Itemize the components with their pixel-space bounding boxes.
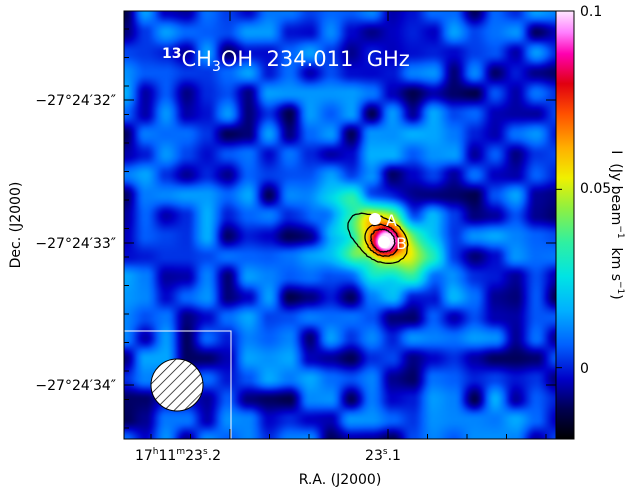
x-tick-label-23-1: 23s.1 xyxy=(365,447,401,464)
beam-ellipse xyxy=(150,358,204,412)
colorbar-tick-label-0: 0 xyxy=(580,361,589,377)
colorbar xyxy=(555,10,575,440)
y-tick-label-33: −27°24′33″ xyxy=(35,236,116,252)
contour-lines xyxy=(347,212,409,264)
colorbar-tick-label-0-05: 0.05 xyxy=(580,181,611,197)
source-label-b: B xyxy=(396,234,407,253)
contour-level-3 xyxy=(369,228,396,253)
colorbar-label: I (Jy beam−1 km s−1) xyxy=(608,150,625,300)
contour-level-2 xyxy=(364,223,400,257)
title-main-1: CH xyxy=(181,47,211,71)
x-tick-label-23-2: 17h11m23s.2 xyxy=(135,447,221,464)
y-tick-label-34: −27°24′34″ xyxy=(35,378,116,394)
title-isotope: 13 xyxy=(162,46,181,62)
x-axis-label: R.A. (J2000) xyxy=(299,472,382,488)
y-tick-label-32: −27°24′32″ xyxy=(35,93,116,109)
chart-title: 13CH3OH 234.011 GHz xyxy=(162,46,410,75)
source-label-a: A xyxy=(386,211,397,230)
source-marker-a xyxy=(369,213,381,225)
axis-ticks xyxy=(124,11,556,439)
title-subscript: 3 xyxy=(212,59,221,75)
colorbar-ticks xyxy=(556,10,562,369)
colorbar-tick-label-0-1: 0.1 xyxy=(580,4,602,20)
y-axis-label: Dec. (J2000) xyxy=(8,182,24,269)
title-main-2: OH 234.011 GHz xyxy=(221,47,410,71)
contour-level-1 xyxy=(347,212,409,264)
source-marker-b xyxy=(378,236,390,248)
